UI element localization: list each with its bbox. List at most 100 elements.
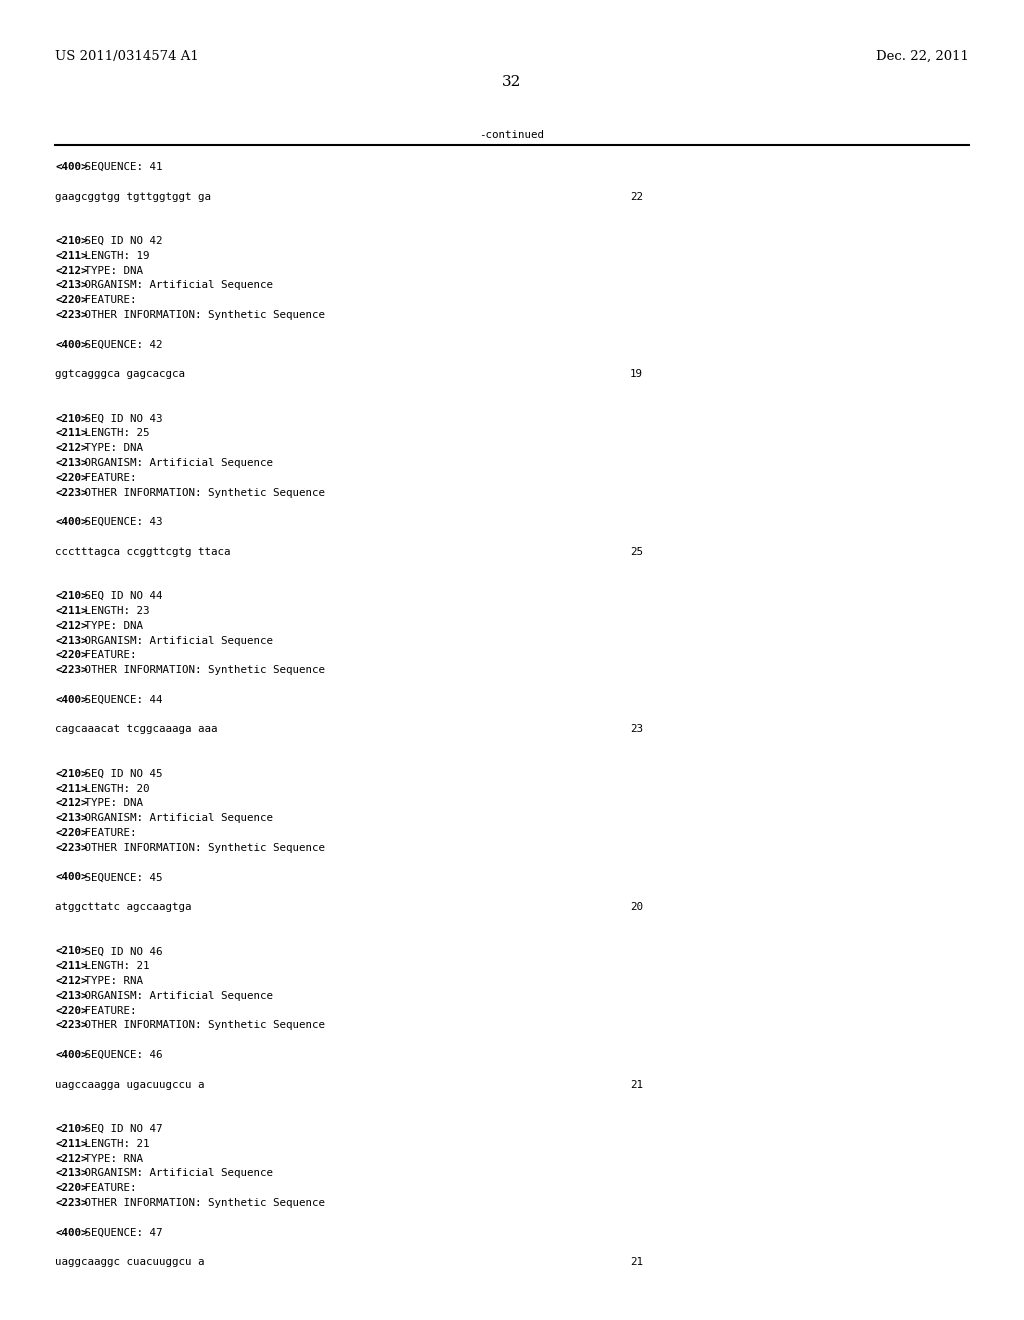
Text: <400>: <400> (55, 873, 87, 882)
Text: <211>: <211> (55, 784, 87, 793)
Text: <400>: <400> (55, 1049, 87, 1060)
Text: SEQ ID NO 46: SEQ ID NO 46 (79, 946, 163, 957)
Text: LENGTH: 20: LENGTH: 20 (79, 784, 150, 793)
Text: SEQUENCE: 45: SEQUENCE: 45 (79, 873, 163, 882)
Text: <210>: <210> (55, 236, 87, 246)
Text: <213>: <213> (55, 813, 87, 824)
Text: ggtcagggca gagcacgca: ggtcagggca gagcacgca (55, 370, 185, 379)
Text: cagcaaacat tcggcaaaga aaa: cagcaaacat tcggcaaaga aaa (55, 725, 217, 734)
Text: TYPE: RNA: TYPE: RNA (79, 975, 143, 986)
Text: <213>: <213> (55, 636, 87, 645)
Text: SEQ ID NO 43: SEQ ID NO 43 (79, 413, 163, 424)
Text: SEQ ID NO 44: SEQ ID NO 44 (79, 591, 163, 601)
Text: FEATURE:: FEATURE: (79, 296, 137, 305)
Text: US 2011/0314574 A1: US 2011/0314574 A1 (55, 50, 199, 63)
Text: <223>: <223> (55, 487, 87, 498)
Text: LENGTH: 23: LENGTH: 23 (79, 606, 150, 616)
Text: -continued: -continued (479, 129, 545, 140)
Text: 21: 21 (630, 1080, 643, 1089)
Text: OTHER INFORMATION: Synthetic Sequence: OTHER INFORMATION: Synthetic Sequence (79, 665, 326, 676)
Text: FEATURE:: FEATURE: (79, 1006, 137, 1015)
Text: <211>: <211> (55, 961, 87, 972)
Text: SEQUENCE: 43: SEQUENCE: 43 (79, 517, 163, 527)
Text: OTHER INFORMATION: Synthetic Sequence: OTHER INFORMATION: Synthetic Sequence (79, 1020, 326, 1031)
Text: LENGTH: 21: LENGTH: 21 (79, 961, 150, 972)
Text: TYPE: DNA: TYPE: DNA (79, 265, 143, 276)
Text: LENGTH: 19: LENGTH: 19 (79, 251, 150, 261)
Text: <212>: <212> (55, 975, 87, 986)
Text: <213>: <213> (55, 991, 87, 1001)
Text: atggcttatc agccaagtga: atggcttatc agccaagtga (55, 902, 191, 912)
Text: <220>: <220> (55, 473, 87, 483)
Text: <213>: <213> (55, 1168, 87, 1179)
Text: 25: 25 (630, 546, 643, 557)
Text: ccctttagca ccggttcgtg ttaca: ccctttagca ccggttcgtg ttaca (55, 546, 230, 557)
Text: <220>: <220> (55, 296, 87, 305)
Text: OTHER INFORMATION: Synthetic Sequence: OTHER INFORMATION: Synthetic Sequence (79, 1199, 326, 1208)
Text: <400>: <400> (55, 339, 87, 350)
Text: SEQUENCE: 46: SEQUENCE: 46 (79, 1049, 163, 1060)
Text: gaagcggtgg tgttggtggt ga: gaagcggtgg tgttggtggt ga (55, 191, 211, 202)
Text: OTHER INFORMATION: Synthetic Sequence: OTHER INFORMATION: Synthetic Sequence (79, 310, 326, 319)
Text: SEQUENCE: 42: SEQUENCE: 42 (79, 339, 163, 350)
Text: ORGANISM: Artificial Sequence: ORGANISM: Artificial Sequence (79, 636, 273, 645)
Text: ORGANISM: Artificial Sequence: ORGANISM: Artificial Sequence (79, 280, 273, 290)
Text: FEATURE:: FEATURE: (79, 473, 137, 483)
Text: OTHER INFORMATION: Synthetic Sequence: OTHER INFORMATION: Synthetic Sequence (79, 842, 326, 853)
Text: <212>: <212> (55, 444, 87, 453)
Text: <210>: <210> (55, 946, 87, 957)
Text: 20: 20 (630, 902, 643, 912)
Text: TYPE: DNA: TYPE: DNA (79, 799, 143, 808)
Text: SEQUENCE: 41: SEQUENCE: 41 (79, 162, 163, 172)
Text: <212>: <212> (55, 799, 87, 808)
Text: ORGANISM: Artificial Sequence: ORGANISM: Artificial Sequence (79, 813, 273, 824)
Text: 32: 32 (503, 75, 521, 88)
Text: <211>: <211> (55, 606, 87, 616)
Text: <212>: <212> (55, 265, 87, 276)
Text: TYPE: DNA: TYPE: DNA (79, 444, 143, 453)
Text: <400>: <400> (55, 517, 87, 527)
Text: SEQUENCE: 47: SEQUENCE: 47 (79, 1228, 163, 1238)
Text: <223>: <223> (55, 665, 87, 676)
Text: <223>: <223> (55, 1199, 87, 1208)
Text: <223>: <223> (55, 1020, 87, 1031)
Text: <210>: <210> (55, 768, 87, 779)
Text: FEATURE:: FEATURE: (79, 828, 137, 838)
Text: <210>: <210> (55, 591, 87, 601)
Text: 21: 21 (630, 1257, 643, 1267)
Text: <211>: <211> (55, 429, 87, 438)
Text: <213>: <213> (55, 280, 87, 290)
Text: <220>: <220> (55, 1006, 87, 1015)
Text: uagccaagga ugacuugccu a: uagccaagga ugacuugccu a (55, 1080, 205, 1089)
Text: LENGTH: 21: LENGTH: 21 (79, 1139, 150, 1148)
Text: <210>: <210> (55, 1125, 87, 1134)
Text: OTHER INFORMATION: Synthetic Sequence: OTHER INFORMATION: Synthetic Sequence (79, 487, 326, 498)
Text: <220>: <220> (55, 651, 87, 660)
Text: 23: 23 (630, 725, 643, 734)
Text: <400>: <400> (55, 162, 87, 172)
Text: Dec. 22, 2011: Dec. 22, 2011 (877, 50, 969, 63)
Text: ORGANISM: Artificial Sequence: ORGANISM: Artificial Sequence (79, 991, 273, 1001)
Text: <223>: <223> (55, 310, 87, 319)
Text: <220>: <220> (55, 828, 87, 838)
Text: LENGTH: 25: LENGTH: 25 (79, 429, 150, 438)
Text: FEATURE:: FEATURE: (79, 1183, 137, 1193)
Text: FEATURE:: FEATURE: (79, 651, 137, 660)
Text: TYPE: DNA: TYPE: DNA (79, 620, 143, 631)
Text: <223>: <223> (55, 842, 87, 853)
Text: SEQUENCE: 44: SEQUENCE: 44 (79, 694, 163, 705)
Text: 19: 19 (630, 370, 643, 379)
Text: TYPE: RNA: TYPE: RNA (79, 1154, 143, 1164)
Text: ORGANISM: Artificial Sequence: ORGANISM: Artificial Sequence (79, 1168, 273, 1179)
Text: <211>: <211> (55, 251, 87, 261)
Text: <211>: <211> (55, 1139, 87, 1148)
Text: <212>: <212> (55, 620, 87, 631)
Text: <212>: <212> (55, 1154, 87, 1164)
Text: SEQ ID NO 42: SEQ ID NO 42 (79, 236, 163, 246)
Text: <400>: <400> (55, 694, 87, 705)
Text: SEQ ID NO 45: SEQ ID NO 45 (79, 768, 163, 779)
Text: <210>: <210> (55, 413, 87, 424)
Text: SEQ ID NO 47: SEQ ID NO 47 (79, 1125, 163, 1134)
Text: <400>: <400> (55, 1228, 87, 1238)
Text: <213>: <213> (55, 458, 87, 469)
